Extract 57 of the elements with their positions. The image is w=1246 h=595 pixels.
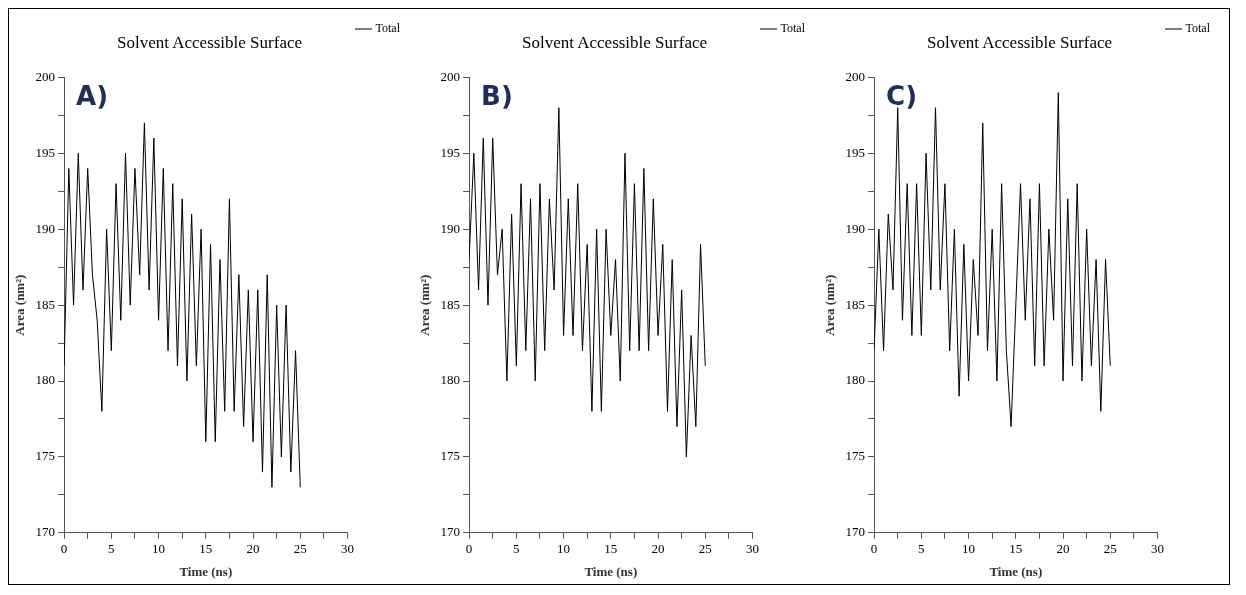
- y-tick-label: 190: [35, 220, 56, 236]
- y-tick-label: 170: [35, 524, 56, 540]
- x-tick-label: 25: [1103, 541, 1117, 557]
- y-tick-label: 170: [845, 524, 866, 540]
- x-tick-label: 15: [199, 541, 213, 557]
- annotation: B): [481, 81, 513, 112]
- x-tick-label: 20: [1056, 541, 1070, 557]
- y-tick-label: 180: [35, 372, 56, 388]
- y-tick-label: 200: [35, 68, 56, 84]
- x-tick-label: 0: [870, 541, 878, 557]
- y-tick-label: 190: [440, 220, 461, 236]
- y-axis-title: Area (nm²): [822, 274, 838, 336]
- x-tick-label: 30: [1151, 541, 1165, 557]
- y-tick-label: 185: [35, 296, 56, 312]
- x-tick-label: 10: [557, 541, 571, 557]
- y-tick-label: 185: [440, 296, 461, 312]
- y-tick-label: 175: [440, 448, 461, 464]
- x-tick-label: 30: [341, 541, 355, 557]
- y-axis-title: Area (nm²): [417, 274, 433, 336]
- x-tick-label: 20: [246, 541, 260, 557]
- x-tick-label: 5: [513, 541, 520, 557]
- annotation: A): [76, 81, 109, 112]
- y-tick-label: 185: [845, 296, 866, 312]
- x-axis-title: Time (ns): [989, 563, 1043, 579]
- x-tick-label: 25: [293, 541, 307, 557]
- x-tick-label: 5: [108, 541, 115, 557]
- x-tick-label: 15: [1009, 541, 1023, 557]
- chart-title: Solvent Accessible Surface: [116, 32, 303, 52]
- y-tick-label: 175: [35, 448, 56, 464]
- x-axis-title: Time (ns): [179, 563, 233, 579]
- y-tick-label: 195: [440, 144, 461, 160]
- y-tick-label: 170: [440, 524, 461, 540]
- x-tick-label: 20: [651, 541, 665, 557]
- y-tick-label: 200: [440, 68, 461, 84]
- annotation: C): [886, 81, 918, 112]
- x-tick-label: 10: [962, 541, 976, 557]
- y-tick-label: 175: [845, 448, 866, 464]
- x-tick-label: 10: [152, 541, 166, 557]
- y-tick-label: 195: [845, 144, 866, 160]
- y-tick-label: 190: [845, 220, 866, 236]
- y-axis-title: Area (nm²): [12, 274, 28, 336]
- y-tick-label: 180: [845, 372, 866, 388]
- legend-label: Total: [780, 21, 806, 36]
- x-axis-title: Time (ns): [584, 563, 638, 579]
- chart-title: Solvent Accessible Surface: [926, 32, 1113, 52]
- legend-label: Total: [375, 21, 401, 36]
- x-tick-label: 25: [698, 541, 712, 557]
- chart-title: Solvent Accessible Surface: [521, 32, 708, 52]
- y-tick-label: 195: [35, 144, 56, 160]
- x-tick-label: 5: [918, 541, 925, 557]
- x-tick-label: 15: [604, 541, 618, 557]
- legend-label: Total: [1185, 21, 1211, 36]
- y-tick-label: 180: [440, 372, 461, 388]
- y-tick-label: 200: [845, 68, 866, 84]
- x-tick-label: 0: [465, 541, 473, 557]
- x-tick-label: 30: [746, 541, 760, 557]
- x-tick-label: 0: [60, 541, 68, 557]
